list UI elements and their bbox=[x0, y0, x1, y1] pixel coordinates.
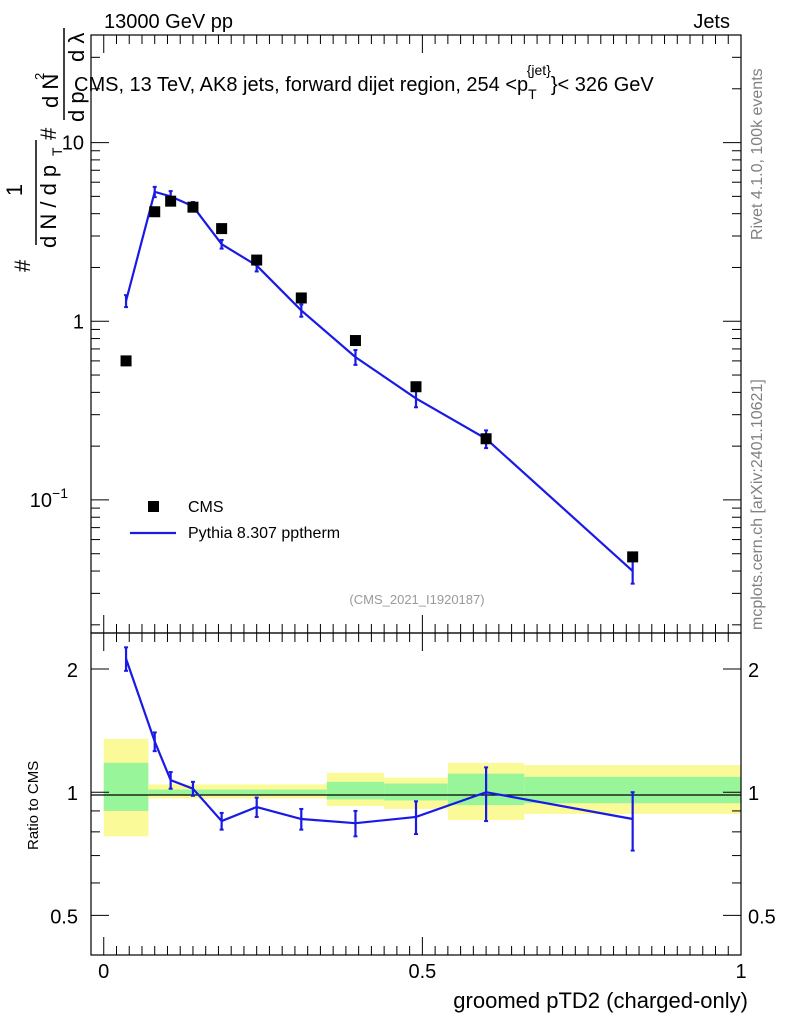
main-ytick-label-exp: −1 bbox=[52, 485, 68, 501]
xtick-label: 0.5 bbox=[408, 961, 436, 983]
cms-data-point bbox=[410, 381, 422, 393]
legend-mc-label: Pythia 8.307 pptherm bbox=[188, 525, 340, 542]
x-axis-label: groomed pTD2 (charged-only) bbox=[453, 988, 748, 1013]
ratio-ytick-label-right: 1 bbox=[748, 783, 759, 805]
cms-data-point bbox=[149, 206, 161, 218]
ylabel-lambda: d λ bbox=[64, 33, 89, 62]
ratio-ytick-label-left: 1 bbox=[67, 783, 78, 805]
data-series-main bbox=[120, 195, 639, 563]
header-right: Jets bbox=[693, 11, 730, 33]
cms-data-point bbox=[349, 335, 361, 347]
legend-cms-marker bbox=[148, 501, 159, 512]
ylabel-inner-den: d p bbox=[64, 91, 89, 122]
title-main: CMS, 13 TeV, AK8 jets, forward dijet reg… bbox=[74, 74, 528, 96]
rivet-version-label: Rivet 4.1.0, 100k events bbox=[749, 68, 766, 240]
ratio-ytick-label-left: 0.5 bbox=[50, 906, 78, 928]
ratio-ylabel: Ratio to CMS bbox=[25, 761, 42, 850]
main-ticks bbox=[91, 34, 742, 633]
ratio-tick-labels: 2 2 1 1 0.5 0.5 0 0.5 1 bbox=[50, 660, 776, 983]
ratio-ytick-label-left: 2 bbox=[67, 660, 78, 682]
ratio-band-inner bbox=[148, 789, 327, 795]
ylabel-one: 1 bbox=[2, 184, 27, 196]
title-sup: {jet} bbox=[527, 62, 551, 78]
title-sub: T bbox=[528, 86, 537, 102]
cms-data-point bbox=[120, 355, 132, 367]
ratio-band-inner bbox=[384, 783, 448, 801]
ylabel-hash: # bbox=[10, 259, 35, 272]
ylabel-denominator-sub: T bbox=[49, 147, 65, 156]
main-ytick-label: 10−1 bbox=[30, 485, 68, 512]
ratio-band-inner bbox=[103, 762, 149, 811]
xtick-label: 1 bbox=[735, 961, 746, 983]
title-tail: }< 326 GeV bbox=[551, 74, 655, 96]
legend-cms-label: CMS bbox=[188, 499, 224, 516]
plot-title: CMS, 13 TeV, AK8 jets, forward dijet reg… bbox=[74, 62, 654, 102]
cms-data-point bbox=[216, 223, 228, 235]
ratio-frame bbox=[90, 632, 742, 956]
ylabel-numerator-sup: 2 bbox=[32, 73, 47, 80]
mcplots-label: mcplots.cern.ch [arXiv:2401.10621] bbox=[749, 379, 766, 630]
ylabel-numerator: d N bbox=[38, 74, 63, 108]
analysis-watermark: (CMS_2021_I1920187) bbox=[349, 592, 484, 607]
cms-data-point bbox=[295, 292, 307, 304]
ratio-ytick-label-right: 2 bbox=[748, 660, 759, 682]
ylabel-denominator: d N / d p bbox=[36, 165, 61, 248]
cms-data-point bbox=[251, 254, 263, 266]
ratio-panel: 2 2 1 1 0.5 0.5 0 0.5 1 bbox=[50, 632, 776, 983]
main-ytick-label: 10 bbox=[62, 133, 84, 155]
cms-data-point bbox=[627, 551, 639, 563]
main-panel: 10 1 10−1 (CMS_2021_I1920187) CMS, 13 TeV,… bbox=[30, 34, 742, 634]
mc-series-ratio bbox=[124, 646, 635, 852]
cms-data-point bbox=[165, 195, 177, 207]
xtick-label: 0 bbox=[98, 961, 109, 983]
main-ylabel: # 1 d N / d p T # d N 2 d p d λ bbox=[2, 28, 89, 272]
ratio-uncertainty-bands bbox=[103, 738, 741, 837]
cms-data-point bbox=[187, 201, 199, 213]
header-left: 13000 GeV pp bbox=[104, 11, 233, 33]
legend: CMS Pythia 8.307 pptherm bbox=[130, 499, 340, 542]
ratio-ytick-label-right: 0.5 bbox=[748, 906, 776, 928]
main-ytick-label: 1 bbox=[73, 311, 84, 333]
main-frame bbox=[90, 34, 742, 634]
ylabel-hash-2: # bbox=[36, 127, 61, 140]
ratio-band-inner bbox=[326, 781, 385, 800]
cms-data-point bbox=[480, 433, 492, 445]
